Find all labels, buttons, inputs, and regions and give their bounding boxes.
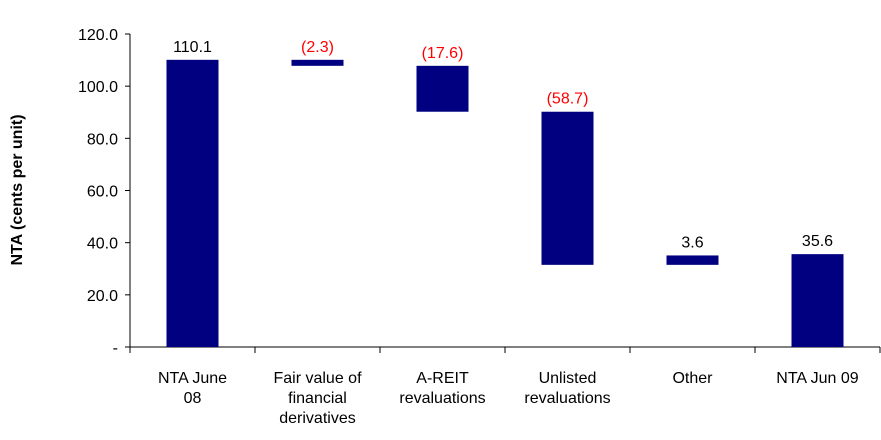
value-label: 3.6 xyxy=(681,234,703,251)
bar xyxy=(541,111,594,265)
y-tick-label: 60.0 xyxy=(87,184,118,201)
x-tick-label-line: revaluations xyxy=(524,390,610,407)
bar xyxy=(666,255,719,265)
value-label: (17.6) xyxy=(422,45,464,62)
bar xyxy=(416,65,469,112)
x-tick-label: Fair value of financial derivatives xyxy=(273,370,362,427)
value-label: 110.1 xyxy=(173,39,212,56)
value-label: (58.7) xyxy=(547,91,589,108)
y-tick-label: 120.0 xyxy=(78,27,118,44)
x-tick-label-line: Unlisted xyxy=(539,370,597,387)
x-tick-label-line: financial xyxy=(288,390,347,407)
x-tick-label: Other xyxy=(672,370,713,387)
y-tick-label: 40.0 xyxy=(87,236,118,253)
x-tick-label-line: revaluations xyxy=(399,390,485,407)
bar xyxy=(291,59,344,66)
x-tick-label-line: derivatives xyxy=(279,410,355,427)
y-tick-label: 80.0 xyxy=(87,131,118,148)
y-tick-label: 100.0 xyxy=(78,79,118,96)
x-tick-label: NTA Jun 09 xyxy=(776,370,859,387)
y-tick-label: 20.0 xyxy=(87,288,118,305)
x-tick-label-line: NTA June xyxy=(158,370,227,387)
x-tick-label-line: 08 xyxy=(184,390,202,407)
value-label: 35.6 xyxy=(802,233,833,250)
x-tick-label: A-REIT revaluations xyxy=(399,370,485,407)
value-label: (2.3) xyxy=(301,39,334,56)
y-axis-label: NTA (cents per unit) xyxy=(9,114,26,265)
bar xyxy=(791,254,844,347)
x-tick-label-line: A-REIT xyxy=(416,370,469,387)
x-tick-label: NTA June 08 xyxy=(158,370,227,407)
x-tick-label-line: Fair value of xyxy=(273,370,362,387)
x-tick-label-line: NTA Jun 09 xyxy=(776,370,859,387)
y-tick-label: - xyxy=(113,340,118,357)
x-tick-label-line: Other xyxy=(672,370,713,387)
x-tick-label: Unlisted revaluations xyxy=(524,370,610,407)
bar xyxy=(166,59,219,347)
